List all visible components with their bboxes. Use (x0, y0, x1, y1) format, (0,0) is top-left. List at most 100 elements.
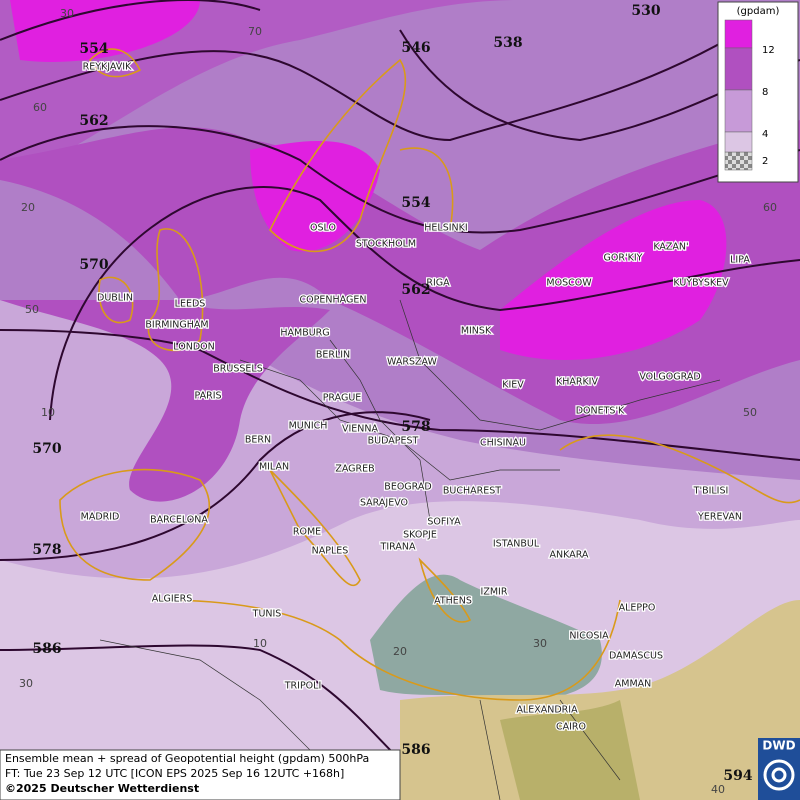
coastline (98, 276, 134, 324)
city-label: SOFIYA (427, 517, 461, 528)
legend-swatches: 12 8 4 2 (724, 19, 775, 171)
city-label: NICOSIA (569, 631, 609, 642)
grid-label: 50 (25, 303, 39, 316)
coastline (159, 599, 621, 701)
city-label: YEREVAN (697, 512, 742, 523)
city-label: CHISINAU (480, 438, 526, 449)
city-label: LEEDS (175, 299, 206, 310)
city-label: BERN (245, 435, 271, 446)
border-line (479, 699, 621, 800)
city-label: ATHENS (434, 596, 472, 607)
city-label: TUNIS (252, 609, 282, 620)
grid-label: 10 (41, 406, 55, 419)
map-labels: 30 70 60 20 50 10 30 10 20 30 40 60 50 REYKJAVIK OSLO S… (19, 3, 777, 796)
footer-line: ©2025 Deutscher Wetterdienst (5, 782, 199, 795)
city-label: DONETS'K (576, 406, 625, 417)
contour-label: 562 (401, 282, 430, 298)
contour-line (0, 644, 401, 761)
city-label: DAMASCUS (609, 651, 663, 662)
city-label: ALEXANDRIA (516, 705, 578, 716)
city-label: RIGA (426, 278, 450, 289)
contour-label: 570 (79, 257, 108, 273)
contour-label: 586 (401, 742, 430, 758)
city-label: OSLO (310, 223, 336, 234)
contour-label: 530 (631, 3, 660, 19)
coastline (269, 58, 407, 253)
city-label: HAMBURG (280, 328, 329, 339)
legend-swatch (724, 89, 753, 133)
coastlines (59, 48, 800, 701)
spread-region-high (250, 141, 380, 252)
coastline (147, 228, 204, 352)
city-label: HELSINKI (424, 223, 467, 234)
city-label: DUBLIN (97, 293, 133, 304)
desert (500, 700, 640, 800)
legend-swatch (724, 19, 753, 49)
city-label: LONDON (173, 342, 214, 353)
city-label: MUNICH (289, 421, 328, 432)
grid-label: 60 (763, 201, 777, 214)
contour-label: 578 (32, 542, 61, 558)
city-label: KUYBYSKEV (673, 278, 729, 289)
contour-line (0, 0, 261, 41)
city-label: IZMIR (481, 587, 508, 598)
city-label: BIRMINGHAM (145, 320, 208, 331)
spread-region-high (10, 0, 200, 62)
legend-swatch (724, 131, 753, 153)
contour-label: 554 (401, 195, 430, 211)
spread-region-mid (0, 300, 330, 502)
city-label: MINSK (461, 326, 492, 337)
city-label: ANKARA (550, 550, 589, 561)
grid-label: 10 (253, 637, 267, 650)
legend-swatch (724, 47, 753, 91)
city-label: SKOPJE (403, 530, 437, 541)
contour-label: 578 (401, 419, 430, 435)
grid-label: 60 (33, 101, 47, 114)
grid-label: 30 (19, 677, 33, 690)
legend-unit: (gpdam) (737, 6, 780, 17)
contour-label: 554 (79, 41, 108, 57)
legend: (gpdam) 12 8 4 2 (717, 1, 799, 183)
grid-label: 40 (711, 783, 725, 796)
contour-line (0, 411, 431, 561)
city-label: ZAGREB (335, 464, 374, 475)
city-label: GOR'KIY (604, 253, 643, 264)
footer-box (0, 749, 401, 800)
city-label: CAIRO (556, 722, 586, 733)
contour-label: 586 (32, 641, 61, 657)
city-label: MADRID (81, 512, 120, 523)
legend-label: 4 (762, 129, 768, 140)
legend-swatch (724, 151, 753, 171)
city-label: AMMAN (615, 679, 652, 690)
grid-label: 30 (60, 7, 74, 20)
city-label: VOLGOGRAD (639, 372, 700, 383)
city-label: BUDAPEST (368, 436, 419, 447)
coastline (399, 147, 454, 231)
contour-label: 594 (723, 768, 752, 784)
logo-text: DWD (762, 739, 795, 753)
city-label: KIEV (502, 380, 524, 391)
legend-label: 12 (762, 45, 775, 56)
coastline (269, 469, 361, 587)
contour-line (0, 329, 800, 461)
city-label: TIRANA (380, 542, 416, 553)
coastline (59, 468, 211, 581)
spread-region-high (500, 200, 727, 360)
legend-label: 2 (762, 156, 768, 167)
city-label: ALGIERS (152, 594, 193, 605)
city-label: MILAN (259, 462, 289, 473)
grid-label: 70 (248, 25, 262, 38)
contour-label: 570 (32, 441, 61, 457)
grid-label: 20 (393, 645, 407, 658)
grid-label: 30 (533, 637, 547, 650)
coastline (418, 557, 472, 623)
city-label: MOSCOW (546, 278, 592, 289)
city-label: COPENHAGEN (300, 295, 367, 306)
contour-line (0, 19, 761, 142)
city-label: BARCELONA (150, 515, 208, 526)
city-label: PARIS (194, 391, 221, 402)
city-label: VIENNA (342, 424, 379, 435)
city-label: NAPLES (312, 546, 349, 557)
city-label: ALEPPO (619, 603, 656, 614)
